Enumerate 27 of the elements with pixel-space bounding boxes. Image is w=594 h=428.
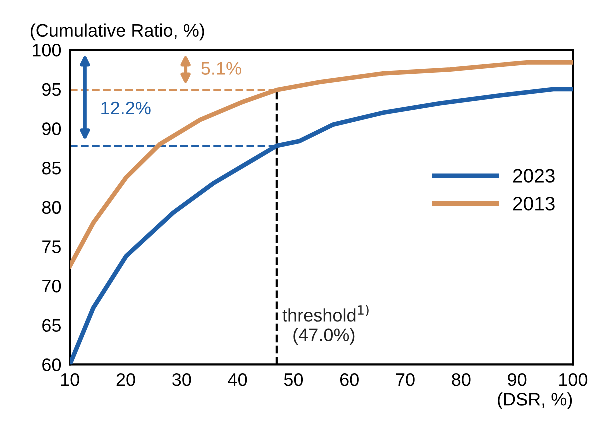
- y-tick-label: 80: [42, 201, 62, 214]
- x-tick-label: 80: [452, 373, 471, 386]
- x-tick-label: 30: [172, 373, 192, 386]
- x-tick-label: 10: [61, 373, 80, 386]
- legend-label: 2013: [513, 197, 555, 211]
- x-tick-label: 50: [284, 373, 304, 386]
- x-tick-label: 20: [116, 373, 136, 386]
- y-tick-label: 60: [42, 358, 62, 372]
- x-tick-label: 70: [396, 373, 415, 386]
- y-tick-label: 65: [42, 319, 62, 332]
- legend-label: 2023: [513, 169, 555, 183]
- y-axis-title: (Cumulative Ratio, %): [30, 24, 204, 41]
- y-tick-label: 85: [42, 162, 62, 175]
- annotation: 5.1%: [202, 62, 242, 75]
- x-axis-title: (DSR, %): [498, 392, 572, 410]
- y-tick-label: 90: [42, 122, 62, 136]
- x-tick-label: 40: [228, 373, 248, 386]
- x-tick-label: 60: [340, 373, 359, 386]
- annotation: 12.2%: [102, 102, 151, 115]
- x-tick-label: 100: [560, 373, 588, 386]
- line-series: [70, 60, 574, 269]
- y-tick-label: 75: [42, 240, 62, 254]
- y-tick-label: 100: [33, 44, 62, 57]
- y-tick-label: 70: [42, 280, 62, 293]
- x-tick-label: 90: [508, 373, 527, 386]
- annotation: threshold$^{1)}$ (47.0%): [282, 305, 369, 346]
- y-tick-label: 95: [42, 83, 62, 96]
